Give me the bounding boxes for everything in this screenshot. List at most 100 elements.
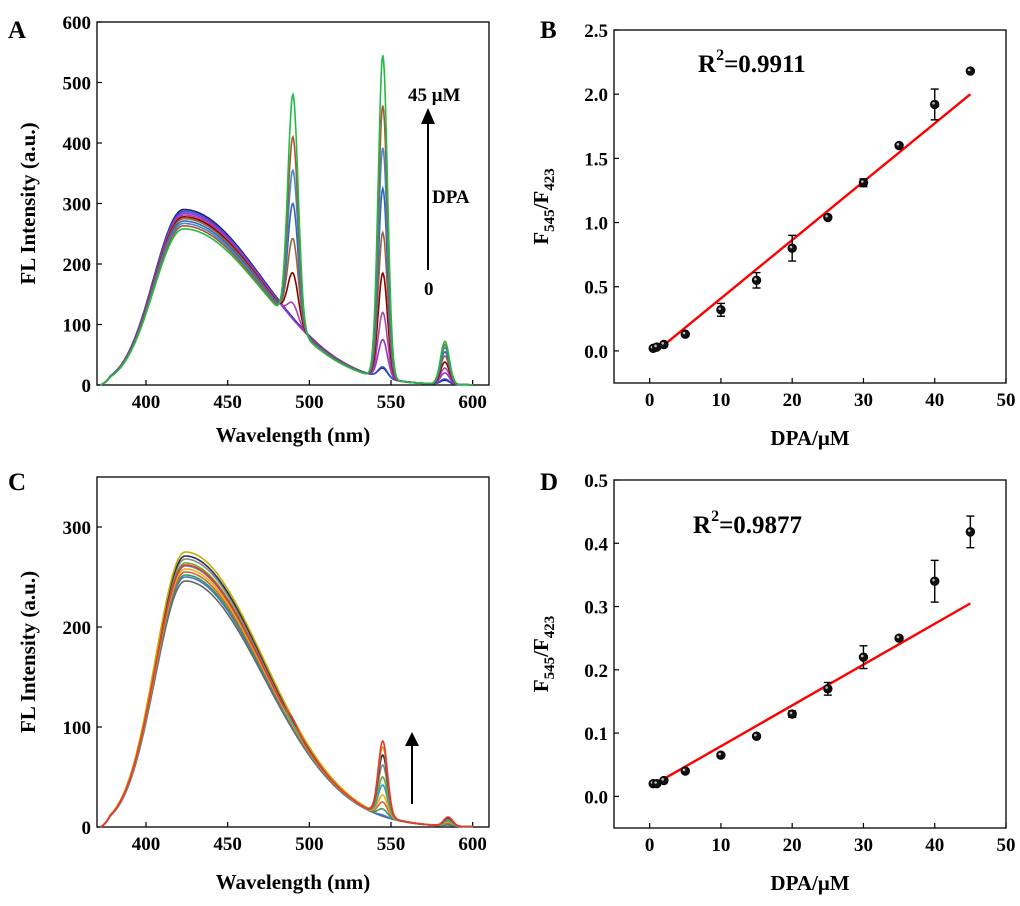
panel-d-ratio-chart: D R2=0.9877 0 10 20 30 40 50 0.0 0.1 0.2 0.3 0.4 0.… (529, 469, 1016, 895)
y-tick-label: 1.5 (584, 149, 608, 170)
data-point-highlight (682, 331, 686, 335)
y-axis-label-part: /F (529, 638, 553, 658)
panel-a-annotation-zero: 0 (424, 279, 434, 300)
y-axis-label: FL Intensity (a.u.) (16, 571, 40, 733)
x-axis-label: DPA/μM (770, 871, 849, 895)
data-point (716, 305, 726, 315)
x-tick-label: 40 (925, 835, 944, 856)
y-tick-label: 0.3 (584, 598, 608, 619)
y-tick-label: 0 (82, 376, 92, 397)
x-axis-label: Wavelength (nm) (216, 423, 371, 447)
y-tick-label: 0.0 (584, 342, 608, 363)
panel-d-r2-exponent: 2 (711, 508, 719, 525)
data-point-highlight (654, 781, 657, 784)
x-tick-label: 500 (295, 392, 324, 413)
plot-frame (613, 29, 1007, 384)
y-tick-label: 100 (63, 718, 92, 739)
x-tick-label: 450 (213, 392, 242, 413)
x-tick-label: 10 (711, 390, 730, 411)
plot-frame (613, 479, 1007, 829)
data-point (680, 766, 690, 776)
y-tick-label: 400 (63, 134, 92, 155)
x-tick-label: 10 (711, 835, 730, 856)
x-tick-label: 40 (925, 390, 944, 411)
x-tick-label: 20 (783, 390, 802, 411)
y-tick-label: 0.5 (584, 278, 608, 299)
y-axis-label-part: 545 (542, 657, 558, 680)
data-point-highlight (932, 578, 935, 582)
y-tick-label: 500 (63, 74, 92, 95)
data-point (680, 329, 690, 339)
x-tick-label: 500 (295, 834, 324, 855)
data-point (716, 750, 726, 760)
data-point-highlight (654, 344, 657, 348)
y-tick-label: 0.2 (584, 661, 608, 682)
x-tick-label: 0 (645, 390, 655, 411)
panel-d-r2-r: R (693, 512, 712, 539)
spectrum-line (99, 558, 473, 828)
data-point-highlight (718, 307, 722, 310)
panel-d-r2-value: =0.9877 (719, 512, 802, 539)
x-tick-label: 550 (377, 834, 406, 855)
y-axis-label: F545/F423 (529, 616, 558, 693)
panel-a-annotation-top: 45 μM (408, 85, 461, 106)
y-tick-label: 2.5 (584, 21, 608, 42)
y-tick-label: 0.0 (584, 787, 608, 808)
data-point (751, 275, 762, 286)
y-axis-label-part: 423 (542, 168, 558, 191)
data-point (894, 140, 904, 151)
x-tick-label: 450 (213, 834, 242, 855)
y-tick-label: 200 (63, 255, 92, 276)
panel-a-annotation-dpa: DPA (432, 187, 470, 208)
panel-d-letter: D (540, 469, 558, 496)
data-point (823, 684, 833, 694)
data-point-highlight (967, 529, 971, 532)
panel-b-r2-label: R2=0.9911 (698, 47, 806, 78)
panel-b-ratio-chart: B R2=0.9911 0 10 20 30 40 50 0.0 0.5 1.0 1.5 2.0 2.… (529, 17, 1016, 450)
data-point-highlight (789, 245, 793, 249)
y-axis-label-part: F (529, 232, 553, 245)
data-point-highlight (661, 778, 664, 781)
spectrum-line (99, 555, 473, 828)
increase-arrow-head (405, 732, 419, 746)
panel-a-letter: A (8, 17, 26, 44)
data-point-highlight (754, 277, 757, 281)
panel-b-r2-exponent: 2 (716, 47, 724, 64)
y-tick-label: 0.5 (584, 471, 608, 492)
y-axis-label-part: F (529, 679, 553, 692)
y-tick-label: 600 (63, 13, 92, 34)
x-tick-label: 400 (132, 834, 161, 855)
y-axis-label: F545/F423 (529, 168, 558, 245)
x-tick-label: 400 (132, 392, 161, 413)
x-tick-label: 50 (997, 390, 1016, 411)
data-point-highlight (682, 768, 686, 772)
y-axis-label: FL Intensity (a.u.) (16, 122, 40, 284)
data-point-highlight (896, 635, 900, 639)
spectrum-line (99, 574, 473, 828)
data-point-highlight (718, 752, 722, 756)
data-point-highlight (661, 341, 664, 345)
spectrum-line (99, 564, 473, 828)
data-point (930, 99, 940, 110)
data-point-highlight (896, 143, 900, 146)
data-point (894, 633, 904, 643)
increase-arrow-head (421, 108, 435, 124)
y-tick-label: 300 (63, 518, 92, 539)
data-point (823, 212, 833, 223)
fit-line (656, 93, 972, 352)
data-point (858, 178, 869, 188)
data-point-highlight (825, 214, 828, 218)
spectrum-line (99, 571, 473, 828)
data-point-highlight (967, 68, 971, 72)
data-point-highlight (825, 686, 828, 689)
data-point (659, 339, 669, 350)
data-point (965, 66, 976, 76)
y-tick-label: 2.0 (584, 85, 608, 106)
spectrum-line (99, 576, 473, 828)
x-tick-label: 0 (645, 835, 655, 856)
x-tick-label: 50 (997, 835, 1016, 856)
spectrum-line (99, 551, 473, 828)
data-point-highlight (932, 101, 935, 105)
y-axis-label-part: 423 (542, 616, 558, 639)
